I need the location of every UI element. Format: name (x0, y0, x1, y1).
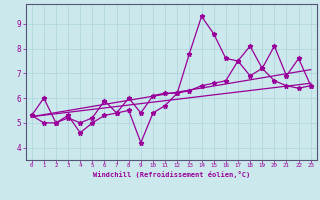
X-axis label: Windchill (Refroidissement éolien,°C): Windchill (Refroidissement éolien,°C) (92, 171, 250, 178)
